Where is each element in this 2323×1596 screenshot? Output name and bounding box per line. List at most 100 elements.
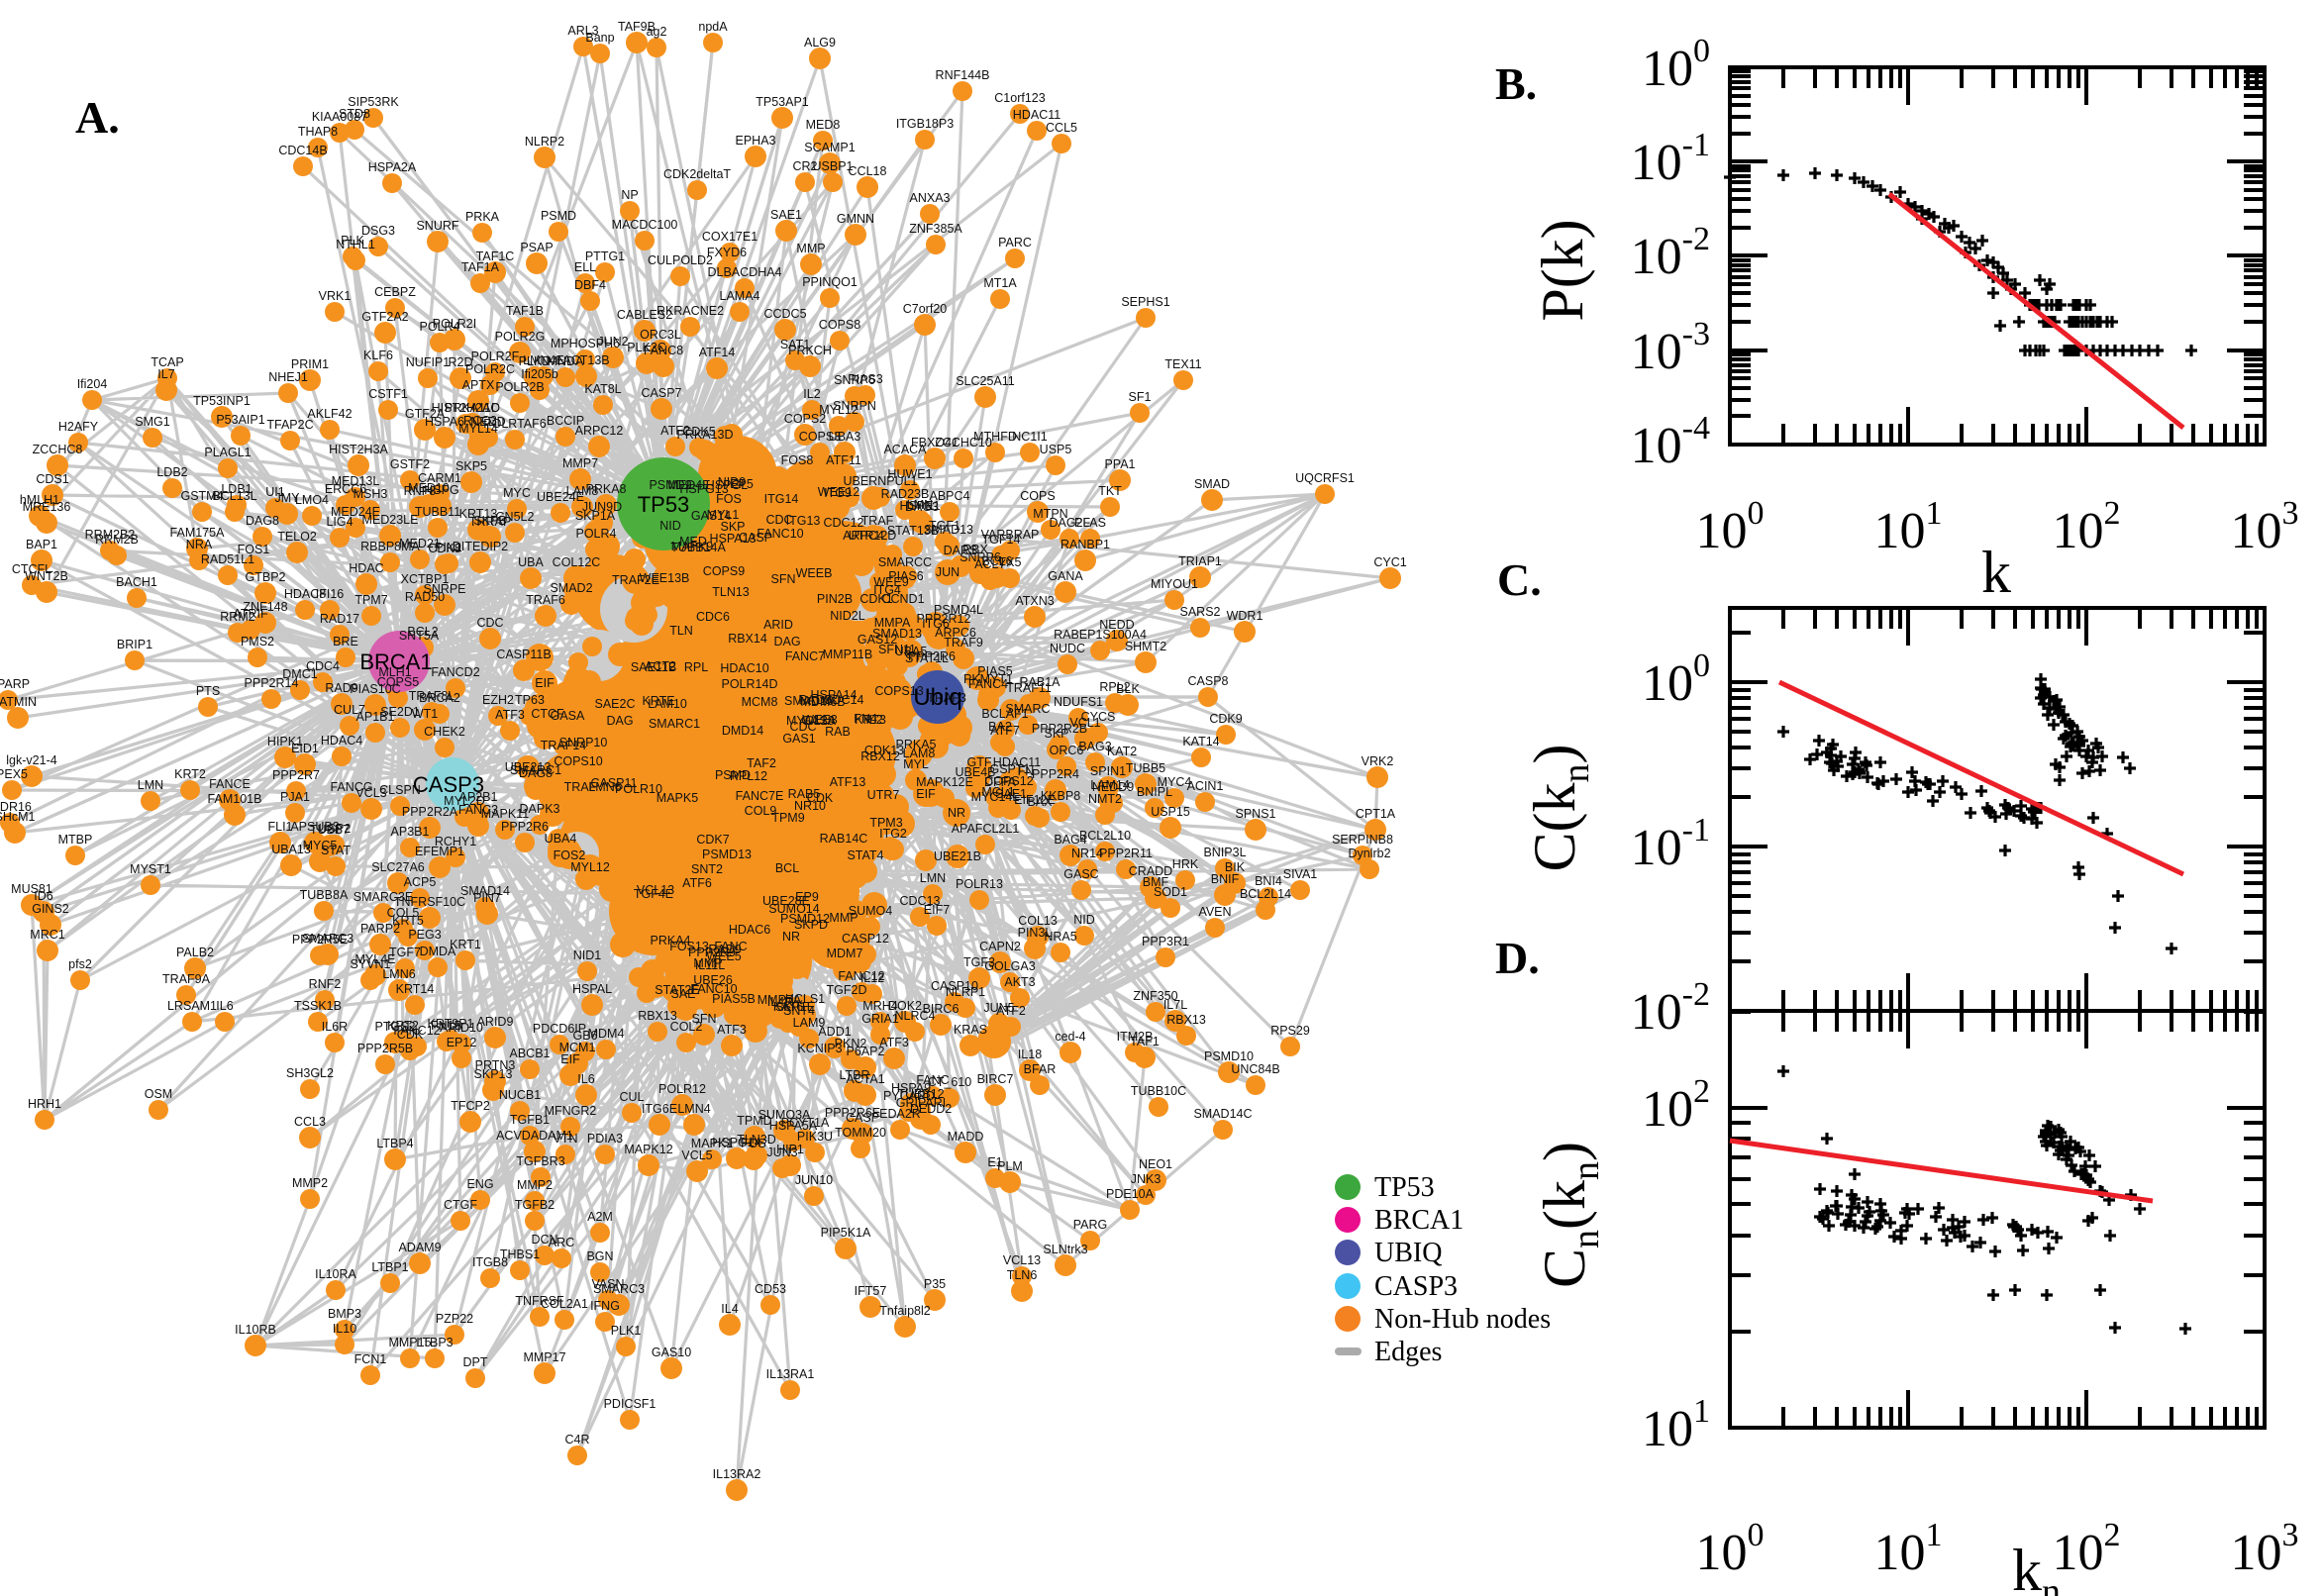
svg-text:IFT57: IFT57 (855, 1284, 887, 1298)
svg-text:LMN4E: LMN4E (523, 353, 564, 367)
svg-text:TGF1: TGF1 (929, 519, 960, 533)
svg-text:MYL: MYL (903, 757, 929, 771)
svg-text:TRAF8L: TRAF8L (409, 689, 455, 703)
svg-text:P53AIP1: P53AIP1 (216, 413, 264, 427)
svg-text:k: k (1981, 540, 2011, 605)
svg-text:SMARCC: SMARCC (878, 555, 932, 569)
svg-text:SAE: SAE (670, 987, 695, 1001)
svg-text:PARC: PARC (998, 236, 1032, 249)
svg-text:SH3GL2: SH3GL2 (286, 1066, 334, 1080)
svg-text:RAD9: RAD9 (708, 943, 741, 956)
svg-text:UBA5: UBA5 (895, 645, 928, 658)
svg-text:LAM14: LAM14 (1090, 778, 1130, 792)
svg-text:ALG9: ALG9 (804, 36, 836, 50)
svg-text:PDICSF1: PDICSF1 (604, 1397, 656, 1411)
svg-text:HDAC11: HDAC11 (993, 755, 1041, 769)
svg-text:FLI1: FLI1 (267, 820, 292, 834)
svg-text:BAP1: BAP1 (26, 538, 57, 551)
svg-text:UTR12D: UTR12D (849, 529, 897, 543)
svg-text:PLK: PLK (341, 234, 364, 248)
svg-text:PIN3L: PIN3L (1018, 926, 1053, 940)
svg-text:GAS1: GAS1 (782, 732, 815, 746)
svg-text:MED21: MED21 (399, 537, 441, 550)
svg-text:SOD1: SOD1 (1154, 885, 1187, 899)
svg-text:BAG4: BAG4 (1054, 833, 1086, 847)
svg-text:CRADD: CRADD (1129, 864, 1172, 878)
svg-text:SKP1A: SKP1A (575, 509, 616, 523)
svg-text:DITEDIP2: DITEDIP2 (453, 540, 508, 553)
svg-text:TPMD: TPMD (737, 1114, 771, 1128)
svg-text:BCCIP: BCCIP (547, 414, 584, 428)
svg-text:CDC14B: CDC14B (278, 144, 327, 157)
svg-text:BNIPL: BNIPL (1137, 785, 1172, 799)
svg-text:ATF11: ATF11 (826, 453, 861, 467)
svg-text:ARL3: ARL3 (567, 24, 598, 38)
svg-text:ACP5: ACP5 (404, 875, 437, 889)
svg-text:RAB5: RAB5 (788, 787, 821, 801)
svg-text:UBE28E: UBE28E (762, 894, 810, 908)
svg-text:POLR13: POLR13 (956, 877, 1003, 891)
svg-text:TAF1C: TAF1C (476, 249, 515, 263)
svg-text:POLR4: POLR4 (576, 527, 617, 541)
svg-text:APSUB3: APSUB3 (290, 820, 339, 834)
svg-text:MYST1: MYST1 (130, 862, 171, 876)
svg-text:ARPC4: ARPC4 (843, 529, 884, 543)
svg-text:TP53: TP53 (1374, 1172, 1435, 1203)
svg-text:FANC12: FANC12 (393, 1024, 440, 1038)
svg-text:WEE9: WEE9 (873, 575, 908, 589)
svg-text:P6AP2: P6AP2 (847, 1045, 885, 1058)
svg-text:TUBB11: TUBB11 (415, 505, 460, 519)
svg-text:lgk-v21-4: lgk-v21-4 (6, 753, 56, 767)
svg-text:NC1I1: NC1I1 (1012, 430, 1047, 444)
svg-text:ORC6: ORC6 (1050, 744, 1084, 757)
svg-text:RBX13: RBX13 (638, 1009, 677, 1023)
svg-text:TELO2: TELO2 (277, 530, 317, 544)
svg-text:MTHFD: MTHFD (973, 430, 1017, 444)
svg-text:SAE1: SAE1 (770, 208, 802, 222)
svg-text:TRAF: TRAF (564, 780, 597, 794)
svg-text:DSG3: DSG3 (361, 224, 395, 238)
svg-text:ATF2: ATF2 (660, 424, 690, 438)
svg-text:POLR10: POLR10 (615, 782, 662, 796)
svg-text:CDK9: CDK9 (1209, 712, 1242, 726)
svg-text:FANCD2: FANCD2 (431, 665, 479, 679)
svg-text:PPP2R2B: PPP2R2B (1032, 722, 1087, 736)
svg-text:SMG1: SMG1 (135, 415, 169, 429)
svg-text:NUCB1: NUCB1 (499, 1088, 541, 1102)
svg-text:DMDA: DMDA (420, 945, 456, 958)
svg-text:FOS: FOS (741, 1137, 766, 1150)
svg-text:Cn(kn): Cn(kn) (1532, 1142, 1607, 1288)
svg-text:npdA: npdA (698, 20, 728, 34)
svg-text:C(kn): C(kn) (1522, 745, 1597, 872)
svg-text:LAM8: LAM8 (566, 484, 599, 498)
svg-text:PPP2R6: PPP2R6 (501, 820, 549, 834)
svg-text:SFN: SFN (692, 1012, 717, 1026)
svg-text:GTF2A2: GTF2A2 (361, 310, 408, 324)
svg-text:H2AFY: H2AFY (58, 420, 99, 434)
svg-text:BMP3: BMP3 (328, 1307, 361, 1321)
svg-text:PDE10A: PDE10A (1106, 1187, 1155, 1201)
svg-text:BIK: BIK (1225, 860, 1246, 874)
svg-text:ATMIN: ATMIN (0, 695, 37, 709)
svg-text:MAPK12E: MAPK12E (916, 775, 973, 789)
svg-text:TGF7: TGF7 (389, 946, 421, 959)
svg-text:TGFB2: TGFB2 (515, 1198, 555, 1212)
svg-text:ERCC6: ERCC6 (325, 482, 366, 496)
svg-text:VRK1: VRK1 (319, 289, 352, 303)
svg-text:POLR14D: POLR14D (722, 677, 778, 691)
svg-text:LMO4: LMO4 (295, 493, 329, 507)
svg-text:SE2D1: SE2D1 (380, 705, 420, 719)
svg-text:GSPT1: GSPT1 (990, 762, 1031, 776)
svg-text:UBE26: UBE26 (693, 973, 733, 987)
svg-text:ag2: ag2 (647, 25, 667, 39)
svg-text:LTBR: LTBR (839, 1068, 869, 1082)
svg-text:COPS: COPS (1020, 489, 1055, 503)
svg-text:CASP11B: CASP11B (496, 648, 551, 661)
svg-text:IL13RA2: IL13RA2 (713, 1467, 761, 1481)
svg-text:COPS3: COPS3 (799, 430, 841, 444)
svg-text:IL11L: IL11L (695, 958, 725, 972)
svg-text:NEDD: NEDD (1099, 618, 1134, 632)
svg-text:NUFIP1: NUFIP1 (406, 355, 451, 369)
svg-text:CDK1: CDK1 (859, 592, 892, 606)
svg-text:P35: P35 (924, 1277, 946, 1291)
